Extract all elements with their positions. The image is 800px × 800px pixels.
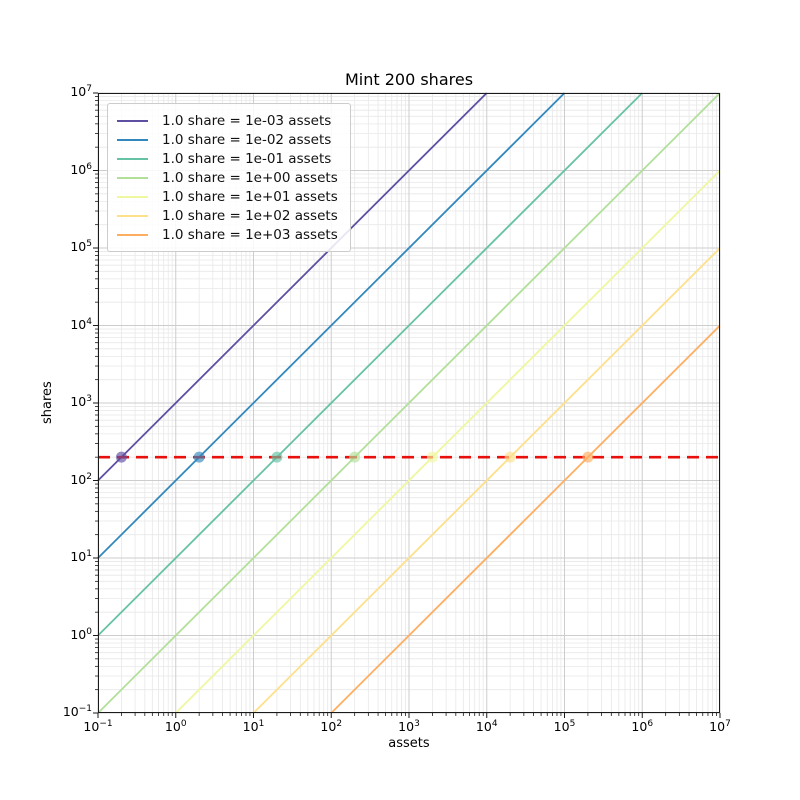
legend-item: 1.0 share = 1e-03 assets [117,111,338,130]
y-tick-label: 107 [70,83,92,99]
x-tick-label: 105 [553,718,576,734]
intersection-marker [349,451,361,463]
legend-line-sample [117,214,148,217]
legend-line-sample [117,195,148,198]
y-tick-label: 102 [70,471,92,487]
series-line [252,247,721,714]
legend-line-sample [117,176,148,179]
y-tick-label: 106 [70,161,92,177]
legend-line-sample [117,233,148,236]
legend: 1.0 share = 1e-03 assets 1.0 share = 1e-0… [107,103,351,252]
intersection-marker [271,451,283,463]
x-axis-label: assets [388,736,430,751]
x-tick-label: 106 [631,718,654,734]
legend-label: 1.0 share = 1e-02 assets [162,131,332,148]
y-tick-label: 103 [70,393,92,409]
x-tick-label: 10−1 [83,718,113,734]
legend-label: 1.0 share = 1e+00 assets [162,169,338,186]
y-tick-label: 10−1 [62,703,92,719]
intersection-marker [582,451,594,463]
legend-label: 1.0 share = 1e+01 assets [162,188,338,205]
legend-label: 1.0 share = 1e-01 assets [162,150,332,167]
legend-item: 1.0 share = 1e+00 assets [117,168,338,187]
x-tick-label: 103 [398,718,420,734]
x-tick-label: 102 [320,718,343,734]
y-tick-label: 105 [70,238,92,254]
chart-title: Mint 200 shares [344,70,474,89]
plot-border [98,93,720,713]
legend-line-sample [117,157,148,160]
series-line [97,92,488,482]
legend-item: 1.0 share = 1e-01 assets [117,149,338,168]
legend-item: 1.0 share = 1e-02 assets [117,130,338,149]
legend-label: 1.0 share = 1e+02 assets [162,207,338,224]
intersection-marker [426,451,438,463]
x-tick-label: 107 [709,718,731,734]
y-tick-label: 101 [70,548,92,564]
x-tick-label: 100 [164,718,187,734]
plot-area: 1.0 share = 1e-03 assets 1.0 share = 1e-0… [93,92,721,718]
intersection-marker [193,451,205,463]
y-tick-label: 100 [70,626,92,642]
y-tick-label: 104 [70,316,92,332]
series-line [97,92,721,714]
legend-label: 1.0 share = 1e+03 assets [162,226,338,243]
legend-line-sample [117,119,148,122]
intersection-marker [115,451,127,463]
x-tick-label: 101 [242,718,265,734]
legend-item: 1.0 share = 1e+01 assets [117,187,338,206]
legend-label: 1.0 share = 1e-03 assets [162,112,332,129]
legend-item: 1.0 share = 1e+02 assets [117,206,338,225]
x-tick-label: 104 [475,718,498,734]
legend-line-sample [117,138,148,141]
series-line [175,169,721,714]
intersection-marker [504,451,516,463]
legend-item: 1.0 share = 1e+03 assets [117,225,338,244]
series-line [97,92,643,637]
series-line [330,324,721,714]
series-line [97,92,566,559]
